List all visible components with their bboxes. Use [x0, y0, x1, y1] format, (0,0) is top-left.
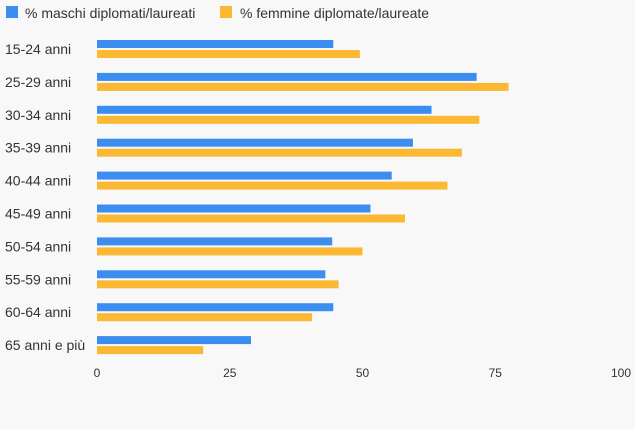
category-label: 65 anni e più — [5, 337, 85, 353]
category-label: 35-39 anni — [5, 140, 71, 156]
bar-femmine — [97, 82, 509, 91]
bar-maschi — [97, 303, 334, 312]
bar-maschi — [97, 138, 413, 147]
category-label: 15-24 anni — [5, 41, 71, 57]
x-tick-label: 50 — [356, 366, 370, 380]
category-label: 50-54 anni — [5, 238, 71, 254]
bar-maschi — [97, 40, 334, 48]
legend-label-maschi: % maschi diplomati/laureati — [25, 5, 195, 21]
category-label: 30-34 anni — [5, 107, 71, 123]
category-label: 60-64 anni — [5, 304, 71, 320]
bar-femmine — [97, 313, 313, 322]
bar-femmine — [97, 181, 448, 190]
bar-maschi — [97, 171, 392, 180]
bar-femmine — [97, 50, 360, 58]
x-tick-label: 100 — [611, 366, 631, 380]
bar-maschi — [97, 336, 251, 345]
bar-femmine — [97, 214, 405, 223]
bar-maschi — [97, 204, 371, 213]
category-label: 40-44 anni — [5, 173, 71, 189]
x-tick-label: 75 — [489, 366, 503, 380]
legend-label-femmine: % femmine diplomate/laureate — [240, 5, 429, 21]
chart-legend: % maschi diplomati/laureati % femmine di… — [6, 5, 429, 21]
x-axis-tick-labels: 0 25 50 75 100 — [94, 366, 632, 380]
bar-maschi — [97, 270, 326, 279]
bar-maschi — [97, 72, 477, 81]
category-label: 25-29 anni — [5, 74, 71, 90]
x-tick-label: 25 — [223, 366, 237, 380]
x-tick-label: 0 — [94, 366, 101, 380]
category-label: 55-59 anni — [5, 271, 71, 287]
bars — [97, 40, 509, 355]
category-label: 45-49 anni — [5, 206, 71, 222]
bar-maschi — [97, 105, 432, 114]
bar-maschi — [97, 237, 333, 246]
legend-swatch-maschi — [6, 6, 18, 18]
bar-femmine — [97, 115, 480, 124]
category-labels: 15-24 anni 25-29 anni 30-34 anni 35-39 anni… — [5, 41, 85, 353]
bar-femmine — [97, 247, 363, 256]
bar-femmine — [97, 280, 339, 289]
bar-femmine — [97, 148, 462, 157]
bar-femmine — [97, 346, 204, 355]
legend-swatch-femmine — [220, 6, 232, 18]
